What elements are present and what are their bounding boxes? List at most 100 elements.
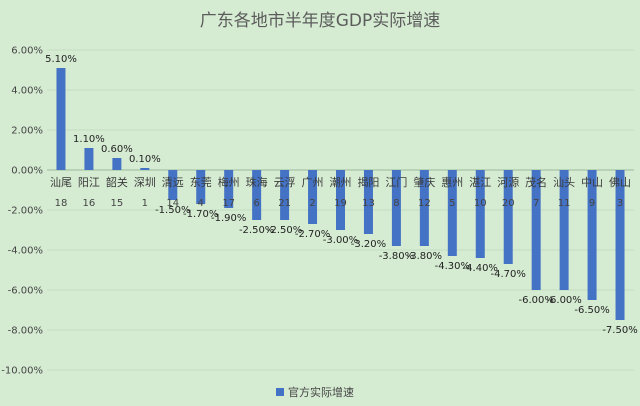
bar bbox=[531, 170, 541, 290]
bar bbox=[503, 170, 513, 264]
category-label: 汕头 bbox=[553, 176, 575, 189]
category-label: 揭阳 bbox=[357, 175, 379, 189]
y-tick-label: -6.00% bbox=[8, 286, 43, 297]
rank-label: 7 bbox=[533, 198, 539, 209]
category-label: 梅州 bbox=[218, 175, 240, 189]
category-label: 中山 bbox=[581, 176, 603, 189]
rank-label: 9 bbox=[589, 198, 595, 209]
data-label: -2.50% bbox=[239, 225, 274, 236]
y-tick-label: 2.00% bbox=[11, 126, 43, 137]
category-label: 东莞 bbox=[190, 176, 212, 189]
rank-label: 17 bbox=[222, 198, 235, 209]
bar bbox=[475, 170, 485, 258]
y-tick-label: -10.00% bbox=[1, 366, 43, 377]
legend-swatch bbox=[276, 388, 284, 396]
bar bbox=[615, 170, 625, 320]
rank-label: 1 bbox=[142, 198, 148, 209]
rank-label: 5 bbox=[449, 198, 455, 209]
category-label: 珠海 bbox=[246, 175, 268, 189]
rank-label: 11 bbox=[558, 198, 571, 209]
category-label: 云浮 bbox=[274, 176, 296, 189]
data-label: -6.50% bbox=[574, 305, 609, 316]
bar bbox=[587, 170, 597, 300]
rank-label: 19 bbox=[334, 198, 347, 209]
category-label: 潮州 bbox=[330, 175, 352, 189]
category-label: 佛山 bbox=[609, 176, 631, 189]
bar bbox=[140, 168, 150, 170]
data-labels: 5.10%1.10%0.60%0.10%-1.50%-1.70%-1.90%-2… bbox=[45, 54, 638, 336]
category-label: 广州 bbox=[302, 176, 324, 189]
data-label: 5.10% bbox=[45, 54, 77, 65]
category-label: 韶关 bbox=[106, 175, 128, 189]
data-label: -4.40% bbox=[463, 263, 498, 274]
bar bbox=[363, 170, 373, 234]
bar bbox=[196, 170, 206, 204]
category-label: 惠州 bbox=[441, 175, 463, 189]
bar bbox=[112, 158, 122, 170]
y-tick-label: 4.00% bbox=[11, 86, 43, 97]
data-label: -3.80% bbox=[407, 251, 442, 262]
category-labels: 汕尾 阳江 韶关 深圳 清远 东莞 梅州 珠海 云浮 广州 潮州 揭阳 江门 肇庆 惠州 湛江 河源 茂名 汕头 中山… bbox=[50, 175, 631, 189]
y-axis-ticks: 6.00% 4.00% 2.00% 0.00% -2.00% -4.00% -6.00% -8… bbox=[1, 46, 43, 377]
category-label: 江门 bbox=[385, 175, 407, 189]
bar bbox=[308, 170, 318, 224]
data-label: -4.70% bbox=[491, 269, 526, 280]
category-label: 河源 bbox=[497, 175, 519, 189]
y-tick-label: -4.00% bbox=[8, 246, 43, 257]
y-tick-label: -2.00% bbox=[8, 206, 43, 217]
bar bbox=[419, 170, 429, 246]
rank-label: 14 bbox=[166, 198, 179, 209]
rank-label: 6 bbox=[253, 198, 259, 209]
bar bbox=[56, 68, 66, 170]
bar bbox=[559, 170, 569, 290]
data-label: -3.00% bbox=[323, 235, 358, 246]
bar bbox=[447, 170, 457, 256]
data-label: -1.70% bbox=[183, 209, 218, 220]
data-label: -2.50% bbox=[267, 225, 302, 236]
rank-label: 13 bbox=[362, 198, 375, 209]
data-label: -1.90% bbox=[211, 213, 246, 224]
bar bbox=[280, 170, 290, 220]
category-label: 肇庆 bbox=[413, 175, 435, 189]
data-label: -3.20% bbox=[351, 239, 386, 250]
rank-label: 20 bbox=[502, 198, 515, 209]
data-label: 0.60% bbox=[101, 144, 133, 155]
legend-label: 官方实际增速 bbox=[288, 385, 354, 399]
category-label: 清远 bbox=[162, 176, 184, 189]
bars bbox=[56, 68, 625, 320]
data-label: 0.10% bbox=[129, 154, 161, 165]
rank-label: 2 bbox=[309, 198, 315, 209]
chart-title: 广东各地市半年度GDP实际增速 bbox=[200, 11, 441, 31]
bar bbox=[336, 170, 345, 230]
data-label: -6.00% bbox=[546, 295, 581, 306]
rank-label: 21 bbox=[278, 198, 291, 209]
bar bbox=[168, 170, 178, 200]
bar bbox=[84, 148, 94, 170]
bar bbox=[252, 170, 262, 220]
data-label: -6.00% bbox=[518, 295, 553, 306]
rank-label: 8 bbox=[393, 198, 399, 209]
y-tick-label: 0.00% bbox=[11, 166, 43, 177]
category-label: 阳江 bbox=[78, 176, 100, 189]
category-label: 深圳 bbox=[134, 176, 156, 189]
rank-label: 18 bbox=[55, 198, 68, 209]
rank-label: 12 bbox=[418, 198, 431, 209]
rank-label: 15 bbox=[111, 198, 124, 209]
data-label: -2.70% bbox=[295, 229, 330, 240]
rank-label: 16 bbox=[83, 198, 96, 209]
data-label: -7.50% bbox=[602, 325, 637, 336]
y-tick-label: 6.00% bbox=[11, 46, 43, 57]
legend: 官方实际增速 bbox=[276, 385, 354, 399]
data-label: 1.10% bbox=[73, 134, 105, 145]
rank-label: 10 bbox=[474, 198, 487, 209]
data-label: -4.30% bbox=[435, 261, 470, 272]
category-label: 湛江 bbox=[469, 176, 491, 189]
bar bbox=[224, 170, 234, 208]
rank-label: 3 bbox=[617, 198, 623, 209]
data-label: -3.80% bbox=[379, 251, 414, 262]
category-label: 茂名 bbox=[525, 175, 547, 189]
bar bbox=[391, 170, 401, 246]
y-tick-label: -8.00% bbox=[8, 326, 43, 337]
